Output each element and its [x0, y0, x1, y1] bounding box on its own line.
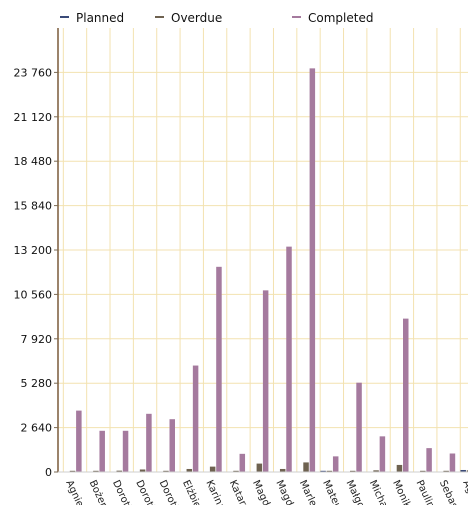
bar-completed-9: [286, 246, 292, 472]
bar-planned-11: [320, 470, 326, 472]
bar-completed-0: [76, 410, 82, 472]
bar-completed-11: [332, 456, 339, 472]
y-tick-label: 13 200: [14, 244, 53, 257]
x-tick-label: Doroti: [110, 479, 133, 505]
bar-completed-2: [122, 430, 129, 472]
x-tick-label: Małgo: [343, 479, 366, 505]
bar-completed-7: [239, 453, 246, 472]
y-tick-label: 15 840: [14, 200, 53, 213]
y-tick-label: 7 920: [21, 333, 53, 346]
bar-overdue-0: [69, 470, 76, 472]
legend-label-completed: Completed: [308, 11, 373, 25]
bar-overdue-11: [326, 470, 333, 472]
x-tick-label: Agnie: [63, 479, 85, 505]
bar-completed-12: [356, 382, 362, 472]
x-tick-label: Doroti: [157, 479, 180, 505]
bar-completed-15: [426, 448, 432, 472]
bar-overdue-9: [279, 468, 286, 472]
bar-overdue-8: [256, 463, 263, 472]
y-tick-label: 18 480: [14, 155, 53, 168]
x-tick-label: Magd: [273, 479, 295, 505]
bar-overdue-2: [116, 470, 122, 472]
bar-completed-10: [309, 68, 316, 472]
bar-overdue-4: [163, 470, 169, 472]
bar-overdue-5: [186, 468, 193, 472]
bar-completed-14: [403, 318, 409, 472]
x-tick-label: Mateu: [320, 479, 343, 505]
y-tick-label: 5 280: [21, 377, 53, 390]
bar-completed-5: [192, 365, 199, 472]
x-tick-label: Elżbie: [180, 479, 202, 505]
x-tick-label: Marlen: [297, 479, 321, 505]
grid: [58, 28, 468, 472]
x-tick-label: Magd: [250, 479, 272, 505]
bar-completed-13: [379, 436, 386, 472]
y-axis-ticks: 0 2 640 5 280 7 920 10 560 13 200 15 840 18 480…: [14, 66, 58, 479]
bar-overdue-1: [93, 470, 99, 472]
x-tick-label: Agn: [460, 479, 468, 501]
legend-label-overdue: Overdue: [171, 11, 222, 25]
x-tick-label: Bożer: [87, 479, 109, 505]
x-tick-label: Katarz: [227, 479, 250, 505]
bars: [69, 68, 468, 472]
bar-completed-6: [216, 266, 222, 472]
y-tick-label: 2 640: [21, 422, 53, 435]
bar-planned-17: [460, 469, 466, 472]
y-tick-label: 23 760: [14, 66, 53, 79]
legend-label-planned: Planned: [76, 11, 124, 25]
y-tick-label: 21 120: [14, 111, 53, 124]
x-tick-label: Sebas: [437, 479, 460, 505]
bar-overdue-10: [303, 462, 309, 472]
x-tick-label: Monik: [390, 479, 413, 505]
bar-completed-1: [99, 430, 105, 472]
bar-completed-3: [146, 413, 152, 472]
x-tick-label: Doroti: [133, 479, 156, 505]
x-tick-label: Paulin: [414, 479, 437, 505]
bar-overdue-12: [350, 470, 356, 472]
y-tick-label: 0: [45, 466, 52, 479]
bar-completed-4: [169, 419, 175, 472]
y-tick-label: 10 560: [14, 288, 53, 301]
legend: Planned Overdue Completed: [60, 11, 373, 25]
x-axis-ticks: Agnie Bożer Doroti Doroti Doroti Elżbie Karina…: [63, 479, 468, 505]
bar-overdue-7: [233, 470, 239, 472]
bar-overdue-17: [466, 470, 468, 472]
bar-completed-8: [262, 290, 269, 472]
bar-overdue-15: [420, 470, 426, 472]
x-tick-label: Michał: [367, 479, 391, 505]
x-tick-label: Karina: [203, 479, 226, 505]
bar-overdue-3: [139, 469, 146, 472]
bar-overdue-14: [396, 464, 403, 472]
bar-overdue-13: [373, 470, 379, 472]
bar-overdue-6: [209, 466, 216, 472]
bar-completed-16: [449, 453, 456, 472]
bar-overdue-16: [443, 470, 449, 472]
